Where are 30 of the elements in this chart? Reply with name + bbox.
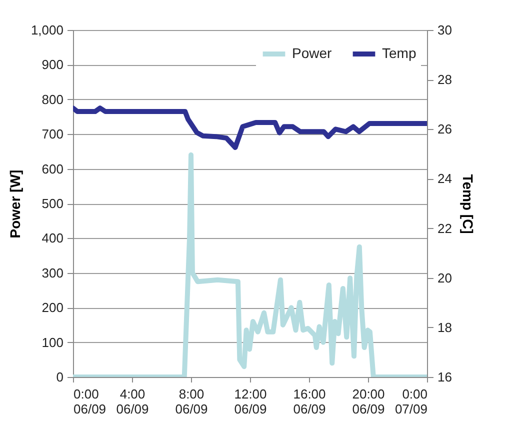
y2-axis-title: Temp [C] [460, 174, 476, 234]
y2-tick-label: 30 [438, 22, 452, 38]
y-tick-label: 900 [42, 57, 64, 72]
y-tick-label: 1,000 [30, 22, 64, 38]
y2-tick-label: 28 [438, 72, 452, 88]
y2-tick-label: 22 [438, 220, 452, 236]
x-tick-label: 0:00 06/09 [74, 386, 106, 416]
x-tick-label: 20:00 06/09 [352, 386, 385, 416]
y2-tick-label: 24 [438, 171, 452, 186]
x-tick-label: 12:00 06/09 [234, 386, 267, 416]
y-tick-label: 0 [56, 370, 64, 384]
y-axis-title: Power [W] [6, 170, 23, 238]
y-tick-label: 800 [42, 92, 64, 107]
x-tick-label: 8:00 06/09 [175, 386, 208, 416]
x-tick-label: 4:00 06/09 [116, 386, 149, 416]
y-tick-label: 500 [42, 196, 64, 211]
y2-tick-label: 26 [438, 122, 452, 137]
x-tick-label: 0:00 07/09 [394, 386, 428, 416]
y-tick-label: 300 [42, 265, 64, 280]
y2-tick-label: 18 [438, 320, 452, 335]
x-tick-label: 16:00 06/09 [293, 386, 326, 416]
legend-label: Power [292, 45, 332, 61]
y-tick-label: 400 [42, 230, 64, 246]
y2-tick-label: 16 [438, 370, 452, 384]
y2-tick-label: 20 [438, 270, 452, 286]
legend-label: Temp [382, 45, 416, 61]
y-tick-label: 200 [42, 300, 64, 316]
y-tick-label: 100 [42, 334, 64, 350]
y-tick-label: 700 [42, 126, 64, 142]
y-tick-label: 600 [42, 161, 64, 176]
